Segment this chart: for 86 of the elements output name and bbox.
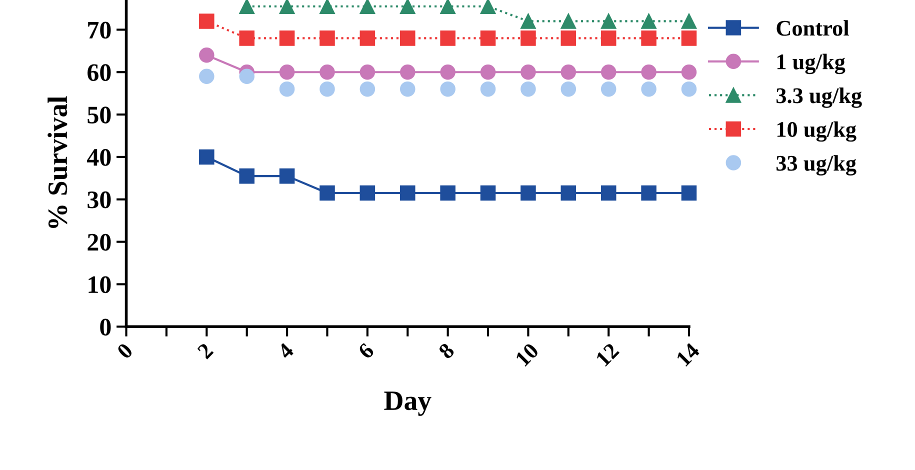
point — [199, 149, 214, 165]
y-tick-label: 40 — [87, 149, 111, 166]
legend-label: Control — [776, 20, 849, 36]
point — [681, 81, 697, 97]
point — [239, 68, 254, 84]
point — [520, 14, 536, 29]
y-tick-label: 50 — [88, 106, 111, 124]
point — [360, 185, 376, 201]
y-tick-label: 30 — [88, 191, 111, 208]
point — [440, 64, 456, 80]
point — [320, 185, 335, 201]
point — [520, 185, 536, 201]
point — [480, 81, 496, 97]
point — [400, 81, 416, 97]
point — [320, 64, 335, 80]
y-tick-label: 0 — [100, 318, 111, 336]
point — [560, 185, 576, 201]
y-tick-label: 70 — [88, 22, 111, 39]
point — [641, 64, 656, 80]
point — [641, 30, 656, 46]
point — [360, 64, 376, 80]
legend-label: 33 ug/kg — [776, 155, 856, 176]
point — [320, 81, 335, 97]
point — [440, 30, 456, 46]
x-tick-label: 8 — [438, 342, 456, 360]
point — [560, 14, 576, 29]
x-tick-label: 0 — [116, 342, 134, 360]
x-axis-title: Day — [384, 392, 432, 416]
point — [520, 81, 536, 97]
x-tick-label: 6 — [357, 342, 375, 360]
point — [199, 14, 214, 29]
legend-label: 1 ug/kg — [777, 54, 846, 74]
point — [320, 30, 335, 46]
point — [239, 168, 254, 184]
point — [480, 0, 496, 14]
point — [199, 48, 214, 63]
point — [480, 64, 496, 80]
y-tick-label: 60 — [88, 64, 111, 82]
point — [600, 185, 616, 201]
y-axis-title: % Survival — [48, 96, 68, 228]
y-tick-label: 20 — [88, 234, 111, 251]
point — [600, 64, 616, 80]
point — [239, 0, 254, 14]
point — [600, 14, 616, 29]
x-tick-label: 12 — [595, 342, 620, 367]
point — [600, 30, 616, 46]
point — [641, 185, 656, 201]
point — [520, 64, 536, 80]
y-tick-label: 10 — [88, 276, 111, 294]
x-tick-label: 4 — [276, 342, 294, 360]
point — [641, 81, 656, 97]
point — [440, 0, 456, 14]
point — [440, 81, 456, 97]
point — [279, 30, 295, 46]
point — [480, 185, 496, 201]
point — [480, 30, 496, 46]
point — [400, 64, 416, 80]
point — [681, 30, 697, 46]
legend-label: 10 ug/kg — [777, 121, 856, 142]
point — [600, 81, 616, 97]
point — [239, 30, 254, 46]
point — [400, 0, 416, 14]
point — [320, 0, 335, 14]
point — [681, 14, 697, 29]
point — [400, 30, 416, 46]
x-tick-label: 14 — [676, 342, 700, 367]
point — [279, 0, 295, 14]
point — [360, 81, 376, 97]
x-tick-label: 10 — [514, 342, 540, 367]
point — [560, 81, 576, 97]
point — [520, 30, 536, 46]
point — [199, 68, 214, 84]
point — [279, 81, 295, 97]
point — [279, 168, 295, 184]
point — [360, 0, 376, 14]
point — [560, 64, 576, 80]
point — [400, 185, 416, 201]
point — [360, 30, 376, 46]
x-tick-label: 2 — [196, 342, 214, 360]
point — [560, 30, 576, 46]
point — [681, 185, 697, 201]
point — [681, 64, 697, 80]
point — [641, 14, 656, 29]
point — [440, 185, 456, 201]
point — [279, 64, 295, 80]
legend-label: 3.3 ug/kg — [776, 88, 862, 108]
